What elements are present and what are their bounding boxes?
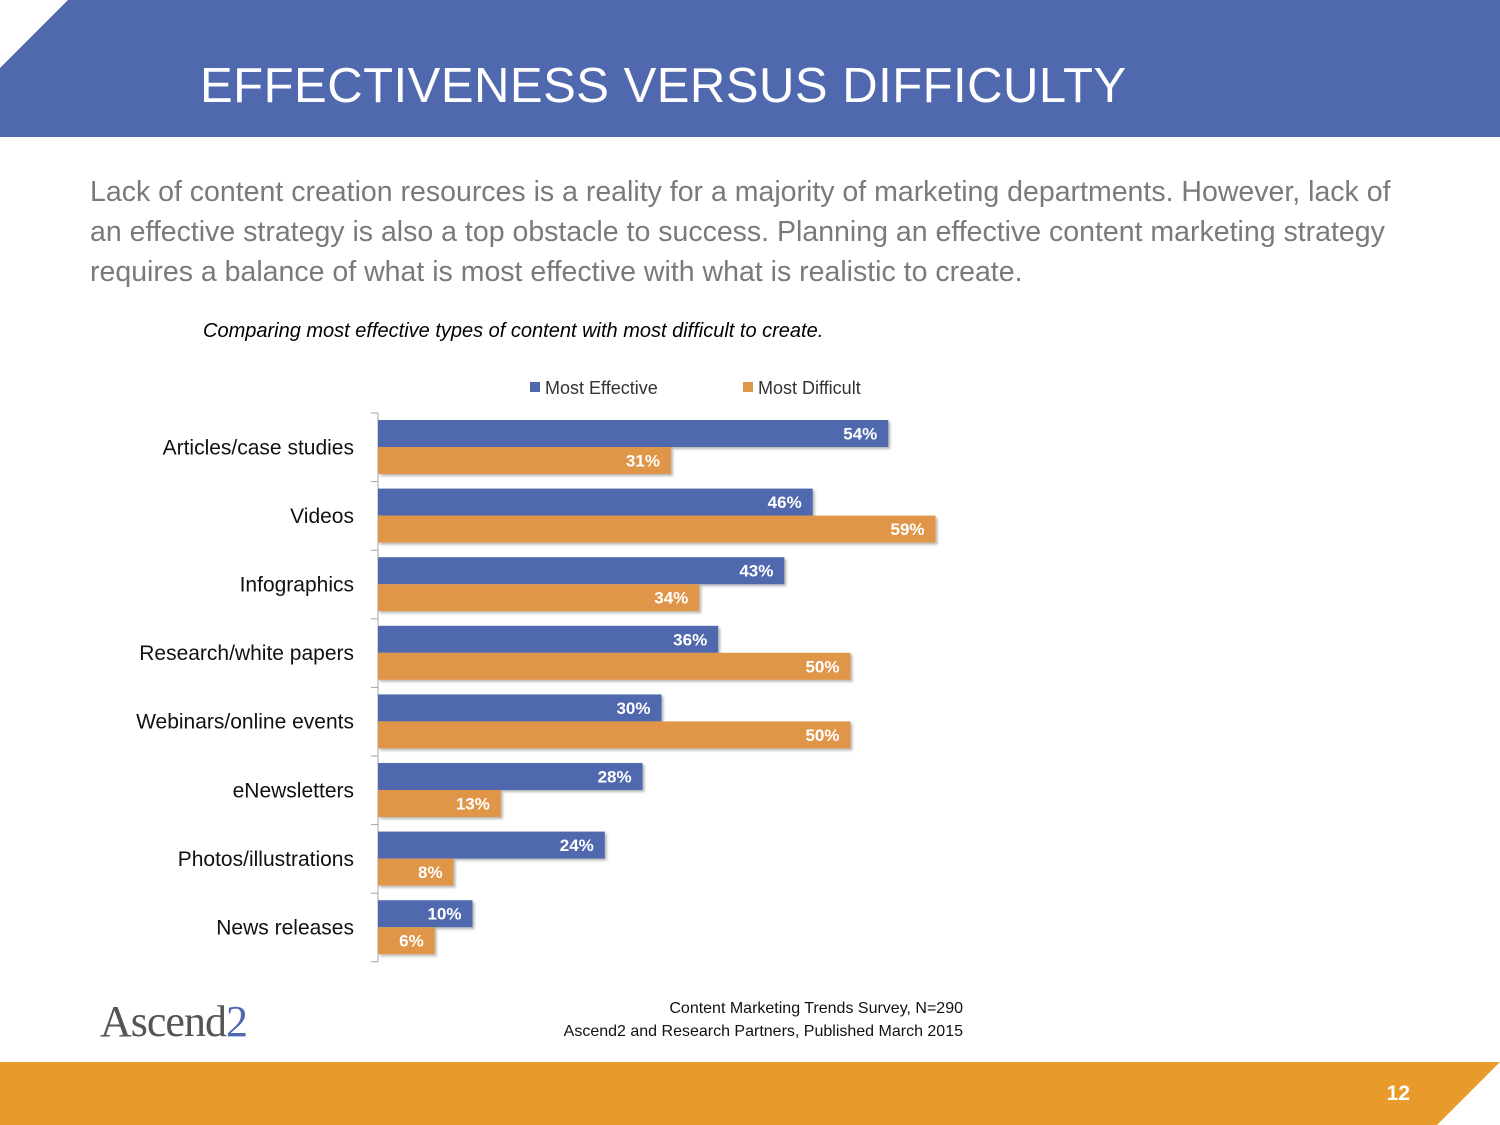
page-number: 12 bbox=[1386, 1082, 1410, 1105]
bar-most-effective bbox=[378, 488, 813, 516]
bar-most-difficult bbox=[378, 858, 454, 886]
category-label: News releases bbox=[216, 917, 354, 940]
data-label: 46% bbox=[768, 493, 802, 512]
footer-band bbox=[0, 1062, 1500, 1125]
bar-most-difficult bbox=[378, 447, 671, 474]
data-label: 8% bbox=[418, 863, 443, 882]
legend-label: Most Effective bbox=[545, 378, 658, 398]
category-label: eNewsletters bbox=[233, 779, 354, 802]
intro-paragraph: Lack of content creation resources is a … bbox=[90, 176, 1391, 288]
category-label: Videos bbox=[290, 505, 354, 528]
data-label: 28% bbox=[598, 768, 632, 787]
bar-most-effective bbox=[378, 763, 643, 790]
bar-most-effective bbox=[378, 900, 473, 928]
bar-most-effective bbox=[378, 420, 889, 447]
category-label: Photos/illustrations bbox=[178, 848, 354, 871]
data-label: 13% bbox=[456, 795, 490, 814]
source-line-publisher: Ascend2 and Research Partners, Published… bbox=[563, 1023, 963, 1040]
source-note: Content Marketing Trends Survey, N=290 A… bbox=[480, 997, 963, 1043]
bar-most-difficult bbox=[378, 927, 435, 955]
legend-swatch bbox=[743, 382, 753, 392]
header-band bbox=[0, 0, 1500, 137]
bar-most-difficult bbox=[378, 515, 936, 543]
data-label: 59% bbox=[891, 520, 925, 539]
bar-most-difficult bbox=[378, 652, 851, 680]
category-label: Articles/case studies bbox=[163, 436, 354, 459]
data-label: 34% bbox=[654, 589, 688, 608]
bar-most-effective bbox=[378, 557, 785, 585]
bar-most-effective bbox=[378, 831, 605, 859]
data-label: 50% bbox=[805, 726, 839, 745]
bar-most-difficult bbox=[378, 790, 501, 817]
data-label: 54% bbox=[843, 425, 877, 444]
slide-title: EFFECTIVENESS VERSUS DIFFICULTY bbox=[200, 59, 1127, 113]
category-label: Webinars/online events bbox=[136, 711, 354, 734]
legend-label: Most Difficult bbox=[758, 378, 861, 398]
category-label: Infographics bbox=[240, 574, 354, 597]
data-label: 6% bbox=[399, 932, 424, 951]
category-label: Research/white papers bbox=[139, 642, 354, 665]
data-label: 31% bbox=[626, 452, 660, 471]
ascend2-logo: Ascend2 bbox=[100, 997, 248, 1046]
data-label: 36% bbox=[673, 630, 707, 649]
source-line-survey: Content Marketing Trends Survey, N=290 bbox=[669, 1000, 963, 1017]
data-label: 10% bbox=[427, 905, 461, 924]
data-label: 43% bbox=[739, 562, 773, 581]
legend-swatch bbox=[530, 382, 540, 392]
bar-most-effective bbox=[378, 625, 719, 653]
data-label: 24% bbox=[560, 836, 594, 855]
chart-caption: Comparing most effective types of conten… bbox=[203, 320, 824, 342]
bar-most-difficult bbox=[378, 721, 851, 749]
data-label: 50% bbox=[805, 657, 839, 676]
data-label: 30% bbox=[616, 699, 650, 718]
bar-most-difficult bbox=[378, 584, 700, 612]
bar-most-effective bbox=[378, 694, 662, 722]
